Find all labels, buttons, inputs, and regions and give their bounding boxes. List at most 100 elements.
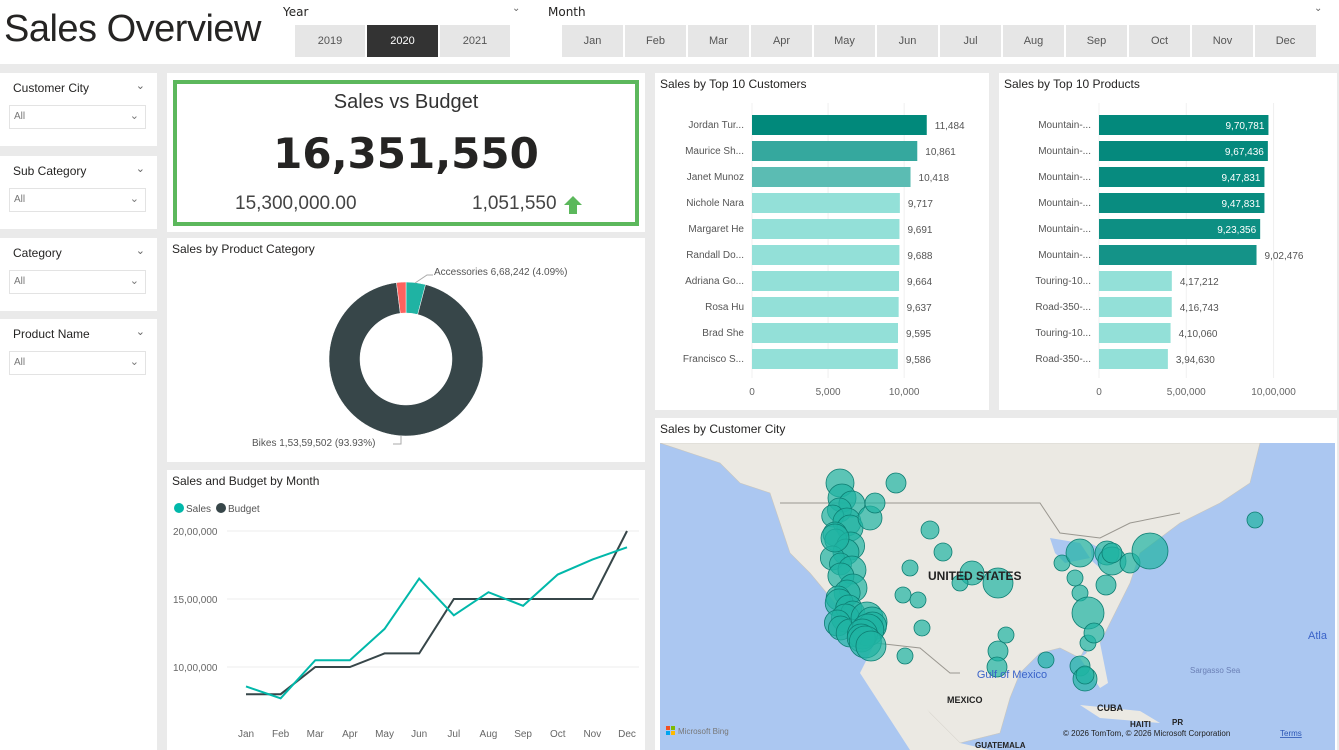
map-label-us: UNITED STATES	[928, 569, 1022, 583]
city-bubble	[1065, 538, 1095, 568]
map-label-haiti: HAITI	[1130, 720, 1151, 729]
customer-city-dropdown[interactable]: All ⌄	[9, 105, 146, 129]
bar	[752, 245, 900, 265]
chevron-down-icon[interactable]: ⌄	[135, 244, 145, 257]
dropdown-value: All	[14, 276, 26, 287]
month-option-may[interactable]: May	[814, 25, 875, 57]
chevron-down-icon[interactable]: ⌄	[135, 325, 145, 338]
map-label-cuba: CUBA	[1097, 703, 1123, 713]
x-tick-label: Feb	[272, 729, 290, 740]
month-option-jul[interactable]: Jul	[940, 25, 1001, 57]
category-dropdown[interactable]: All ⌄	[9, 270, 146, 294]
month-option-oct[interactable]: Oct	[1129, 25, 1190, 57]
chevron-down-icon[interactable]: ⌄	[135, 162, 145, 175]
legend-label-sales: Sales	[186, 504, 211, 515]
x-tick-label: Apr	[342, 729, 358, 740]
category-label: Randall Do...	[686, 250, 744, 261]
map-terms-link[interactable]: Terms	[1280, 729, 1302, 738]
city-bubble	[855, 630, 887, 662]
y-tick-label: 15,00,000	[173, 595, 218, 606]
data-label: 9,717	[908, 199, 933, 210]
accessories-label: Accessories 6,68,242 (4.09%)	[434, 267, 568, 278]
x-tick-label: Jul	[447, 729, 460, 740]
bar	[1099, 193, 1265, 213]
customer-city-map-card: Sales by Customer City UNITED STATES Gul…	[655, 418, 1337, 750]
month-option-feb[interactable]: Feb	[625, 25, 686, 57]
map-attribution: © 2026 TomTom, © 2026 Microsoft Corporat…	[1063, 729, 1230, 738]
category-label: Adriana Go...	[685, 276, 744, 287]
city-bubble	[901, 559, 919, 577]
city-bubble	[864, 492, 886, 514]
x-tick-label: Nov	[583, 729, 601, 740]
city-bubble	[982, 567, 1014, 599]
customers-bar-chart: 0 5,000 10,000 Jordan Tur... 11,484 Maurice S…	[683, 103, 965, 398]
city-bubble	[1101, 542, 1123, 564]
category-label: Jordan Tur...	[688, 120, 744, 131]
svg-text:Microsoft Bing: Microsoft Bing	[678, 727, 729, 736]
city-bubble	[1246, 511, 1264, 529]
month-option-nov[interactable]: Nov	[1192, 25, 1253, 57]
chevron-down-icon[interactable]: ⌄	[135, 79, 145, 92]
kpi-value: 16,351,550	[273, 129, 539, 178]
filter-sub-category: Sub Category ⌄ All ⌄	[0, 156, 157, 229]
category-label: Mountain-...	[1038, 198, 1091, 209]
city-bubble	[951, 574, 969, 592]
month-option-mar[interactable]: Mar	[688, 25, 749, 57]
city-bubble	[1083, 622, 1105, 644]
data-label: 4,16,743	[1180, 303, 1219, 314]
year-slicer-chevron-icon[interactable]: ⌄	[512, 3, 521, 14]
bar	[1099, 297, 1172, 317]
year-option-2021[interactable]: 2021	[440, 25, 510, 57]
florida-land	[1080, 643, 1108, 688]
product-name-dropdown[interactable]: All ⌄	[9, 351, 146, 375]
dropdown-value: All	[14, 357, 26, 368]
data-label: 9,637	[907, 303, 932, 314]
category-label: Rosa Hu	[705, 302, 744, 313]
legend-marker-budget	[216, 503, 226, 513]
chart-title: Sales by Customer City	[660, 422, 786, 436]
month-option-sep[interactable]: Sep	[1066, 25, 1127, 57]
kpi-card[interactable]: Sales vs Budget 16,351,550 15,300,000.00…	[167, 73, 645, 232]
city-bubble	[997, 626, 1015, 644]
bar	[1099, 167, 1265, 187]
filter-label: Sub Category	[13, 164, 87, 178]
category-label: Road-350-...	[1035, 354, 1091, 365]
y-tick-label: 20,00,000	[173, 527, 218, 538]
dropdown-value: All	[14, 194, 26, 205]
chart-title: Sales by Top 10 Products	[1004, 77, 1140, 91]
bar	[1099, 323, 1171, 343]
data-label: 9,47,831	[1222, 199, 1261, 210]
leader-line	[393, 436, 402, 445]
data-label: 4,10,060	[1179, 329, 1218, 340]
month-option-apr[interactable]: Apr	[751, 25, 812, 57]
city-bubble	[894, 586, 912, 604]
map-label-pr: PR	[1172, 718, 1183, 727]
month-option-aug[interactable]: Aug	[1003, 25, 1064, 57]
mexico-land	[860, 643, 990, 750]
city-bubble	[986, 656, 1008, 678]
bar	[1099, 115, 1269, 135]
city-map[interactable]: UNITED STATES Gulf of Mexico MEXICO CUBA…	[660, 443, 1335, 750]
category-label: Mountain-...	[1038, 172, 1091, 183]
filter-label: Customer City	[13, 81, 90, 95]
x-tick-label: 0	[1096, 387, 1102, 398]
y-tick-label: 10,00,000	[173, 663, 218, 674]
category-label: Mountain-...	[1038, 146, 1091, 157]
donut-slice-other	[396, 281, 407, 314]
year-option-2019[interactable]: 2019	[295, 25, 365, 57]
sub-category-dropdown[interactable]: All ⌄	[9, 188, 146, 212]
bar	[1099, 271, 1172, 291]
category-label: Touring-10...	[1035, 328, 1091, 339]
year-option-2020[interactable]: 2020	[367, 25, 438, 57]
bar	[752, 219, 900, 239]
bar	[752, 297, 899, 317]
data-label: 10,418	[919, 173, 950, 184]
month-slicer-chevron-icon[interactable]: ⌄	[1314, 3, 1323, 14]
map-label-gulf: Gulf of Mexico	[977, 669, 1047, 681]
x-tick-label: Aug	[480, 729, 498, 740]
bar	[1099, 141, 1268, 161]
month-option-jan[interactable]: Jan	[562, 25, 623, 57]
month-option-dec[interactable]: Dec	[1255, 25, 1316, 57]
month-option-jun[interactable]: Jun	[877, 25, 938, 57]
category-label: Maurice Sh...	[685, 146, 744, 157]
